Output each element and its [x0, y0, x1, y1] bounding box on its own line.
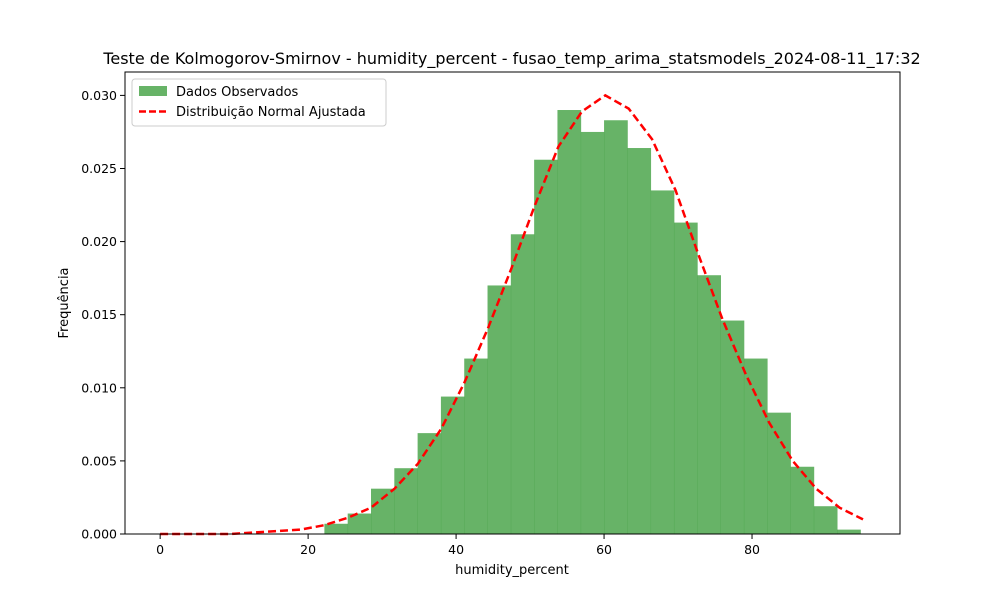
y-tick-label: 0.010: [81, 380, 117, 395]
histogram-bar: [813, 506, 838, 534]
histogram-bar: [394, 468, 419, 534]
y-tick-label: 0.015: [81, 307, 117, 322]
legend-histogram-swatch: [139, 86, 167, 96]
y-axis-ticks: 0.000 0.005 0.010 0.015 0.020 0.025 0.030: [81, 88, 125, 542]
histogram-bar: [767, 412, 791, 534]
histogram-bar: [510, 234, 535, 535]
histogram-bar: [673, 222, 698, 534]
y-tick-label: 0.005: [81, 453, 117, 468]
legend: Dados Observados Distribuição Normal Aju…: [131, 78, 387, 127]
legend-box: [131, 78, 387, 127]
y-tick-label: 0.000: [81, 527, 117, 542]
y-tick-label: 0.025: [81, 161, 117, 176]
histogram-bar: [627, 148, 652, 534]
x-tick-label: 20: [300, 542, 316, 557]
histogram-bar: [534, 159, 558, 535]
histogram-bar: [324, 523, 349, 534]
histogram-bar: [720, 320, 745, 534]
histogram-bar: [417, 433, 442, 534]
histogram-bar: [557, 110, 582, 534]
x-tick-label: 40: [448, 542, 464, 557]
histogram-bar: [790, 466, 815, 534]
legend-histogram-label: Dados Observados: [176, 85, 299, 100]
plot-frame: [124, 71, 901, 535]
y-tick-label: 0.030: [81, 88, 117, 103]
legend-normal-fit-label: Distribuição Normal Ajustada: [176, 105, 366, 120]
histogram-bar: [604, 120, 628, 535]
histogram-bar: [371, 488, 395, 534]
x-tick-label: 0: [156, 542, 164, 557]
x-axis-label: humidity_percent: [455, 563, 569, 578]
y-tick-label: 0.020: [81, 234, 117, 249]
histogram-bar: [464, 358, 488, 534]
normal-fit-line: [160, 93, 864, 536]
y-axis-label: Frequência: [57, 267, 72, 338]
histogram-bar: [697, 275, 721, 534]
histogram-bar: [580, 131, 605, 534]
normal-fit-line-layer: [160, 93, 864, 536]
histogram-bars: [324, 110, 861, 535]
histogram-bar: [487, 285, 512, 534]
x-tick-label: 60: [596, 542, 612, 557]
histogram-bar: [837, 529, 861, 534]
histogram-bar: [650, 190, 675, 534]
chart-title: Teste de Kolmogorov-Smirnov - humidity_p…: [102, 49, 920, 69]
x-tick-label: 80: [744, 542, 760, 557]
histogram-bar: [347, 513, 372, 534]
histogram-bar: [440, 396, 465, 534]
x-axis-ticks: 0 20 40 60 80: [156, 534, 760, 557]
histogram-bar: [743, 358, 768, 534]
